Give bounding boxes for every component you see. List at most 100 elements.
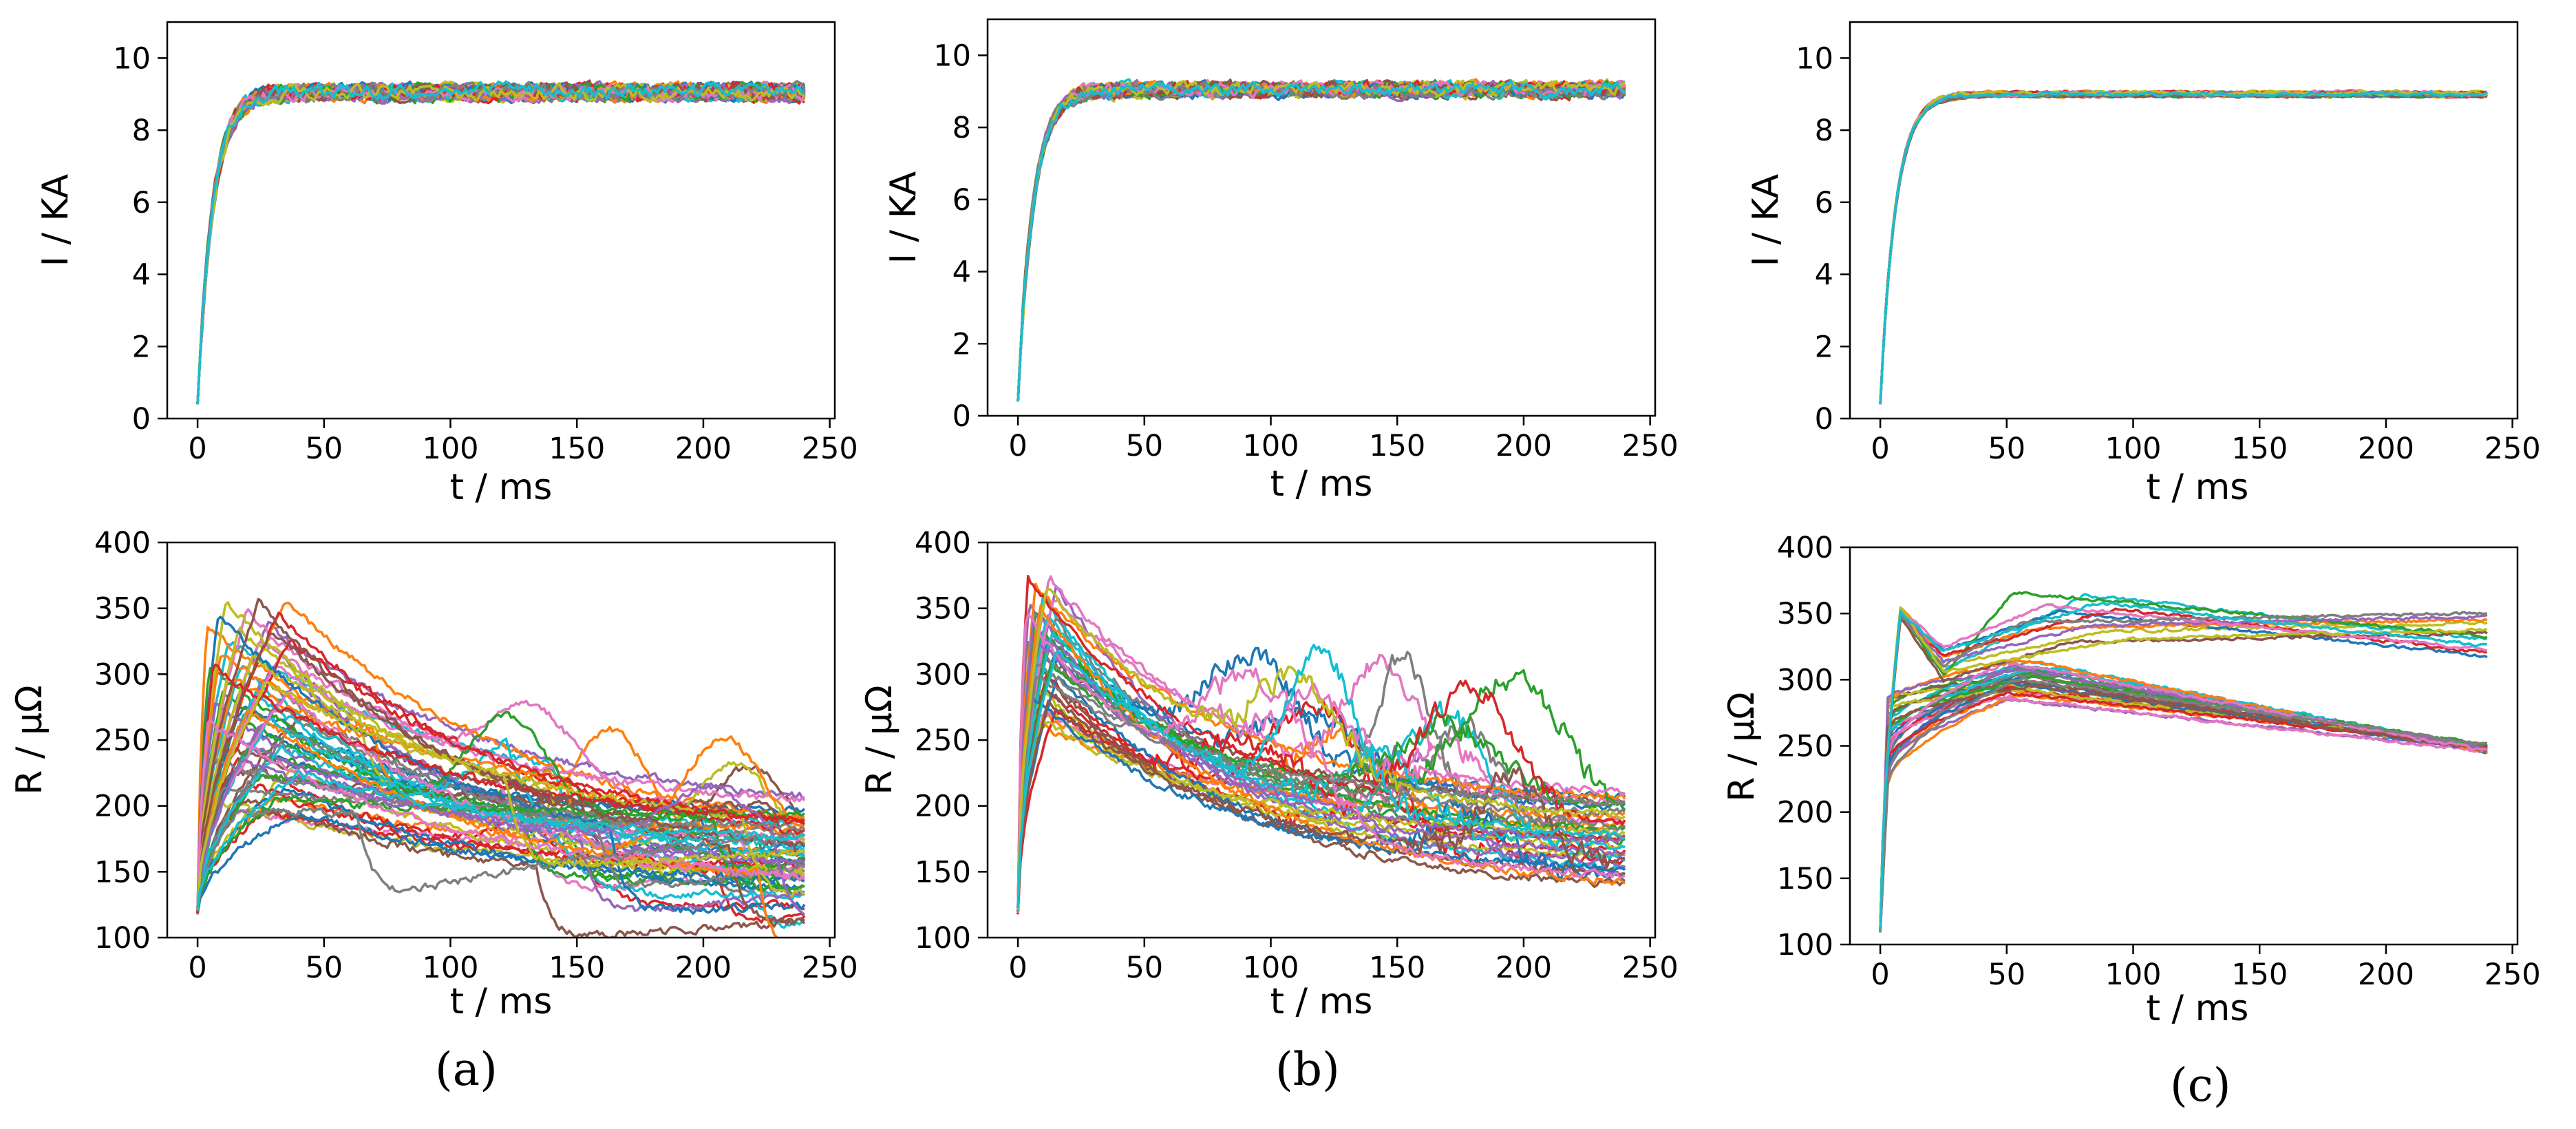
series-line-37 (1016, 613, 1626, 914)
series-line-19 (1016, 702, 1626, 914)
series-line-59 (196, 681, 806, 910)
series-line-30 (196, 690, 805, 911)
series-line-33 (1016, 664, 1626, 913)
series-line-27 (1016, 79, 1626, 402)
ticks-layer: 0 50 100 150 200 250 100 150 200 250 300 350 400 (915, 526, 1679, 985)
y-tick-label: 6 (132, 186, 151, 220)
series-line-36 (1016, 699, 1626, 915)
y-tick-label: 2 (952, 327, 971, 361)
ticks-layer: 0 50 100 150 200 250 100 150 200 250 300 350 400 (94, 526, 858, 985)
series-line-19 (1879, 687, 2488, 933)
series-line-33 (1879, 591, 2488, 931)
series-layer (1879, 591, 2488, 933)
series-line-4 (1016, 81, 1626, 402)
series-line-32 (1879, 89, 2488, 405)
y-tick-label: 10 (933, 39, 971, 73)
series-line-18 (196, 82, 806, 405)
series-line-53 (196, 81, 805, 405)
series-line-39 (1016, 80, 1626, 402)
x-tick-label: 250 (1622, 951, 1679, 985)
y-tick-label: 250 (915, 724, 971, 758)
series-line-11 (196, 81, 806, 405)
y-tick-label: 2 (1815, 330, 1833, 364)
series-line-56 (196, 81, 806, 405)
x-tick-label: 0 (188, 951, 206, 985)
series-line-9 (1879, 683, 2487, 931)
y-axis-title: R / μΩ (9, 685, 50, 795)
x-tick-label: 100 (1242, 951, 1299, 985)
series-line-6 (1879, 90, 2488, 405)
series-line-23 (1016, 81, 1626, 402)
series-line-2 (1879, 687, 2488, 932)
y-tick-label: 150 (915, 855, 971, 889)
series-line-4 (1879, 682, 2488, 931)
chart-c-resistance: 0 50 100 150 200 250 100 150 200 250 300 350 400 t /… (1721, 531, 2541, 1029)
series-line-37 (196, 664, 806, 909)
series-line-6 (1016, 80, 1626, 402)
x-tick-label: 0 (188, 432, 206, 466)
series-line-60 (196, 770, 805, 909)
series-line-18 (1016, 80, 1626, 402)
series-line-33 (196, 83, 806, 405)
y-tick-label: 8 (1815, 114, 1833, 148)
series-line-2 (1016, 79, 1626, 402)
series-line-8 (196, 82, 805, 405)
series-line-21 (1016, 79, 1626, 402)
series-line-14 (1879, 686, 2488, 932)
series-line-38 (1879, 91, 2488, 405)
series-line-60 (196, 80, 805, 405)
series-line-37 (1016, 79, 1626, 402)
x-tick-label: 0 (1008, 429, 1027, 463)
series-line-32 (196, 81, 806, 405)
series-line-49 (196, 83, 806, 405)
series-line-25 (196, 81, 806, 405)
x-tick-label: 250 (802, 432, 858, 466)
series-line-36 (1879, 92, 2487, 405)
series-line-26 (1879, 684, 2488, 931)
series-line-23 (196, 82, 806, 405)
series-line-11 (1879, 90, 2487, 405)
series-line-1 (1016, 81, 1626, 402)
x-tick-label: 150 (1369, 429, 1425, 463)
x-axis-title: t / ms (2147, 988, 2249, 1029)
series-line-7 (1879, 88, 2488, 405)
y-tick-label: 250 (1777, 730, 1833, 764)
series-line-40 (1879, 91, 2488, 405)
series-line-37 (1879, 603, 2488, 931)
y-tick-label: 4 (132, 258, 151, 293)
x-tick-label: 50 (1988, 958, 2025, 992)
series-line-3 (1879, 89, 2488, 405)
x-tick-label: 150 (2231, 958, 2288, 992)
axes-frame (1849, 21, 2519, 420)
series-line-45 (196, 730, 806, 913)
series-line-14 (1016, 694, 1626, 915)
series-line-24 (196, 81, 805, 405)
series-line-15 (1016, 81, 1626, 402)
series-line-30 (1879, 593, 2488, 931)
series-line-31 (1016, 694, 1626, 909)
series-line-18 (1879, 91, 2487, 405)
series-line-40 (196, 83, 805, 405)
x-tick-label: 0 (1871, 432, 1889, 466)
x-tick-label: 200 (2358, 432, 2414, 466)
x-tick-label: 150 (1369, 951, 1425, 985)
x-tick-label: 200 (675, 951, 732, 985)
series-line-10 (1016, 78, 1626, 402)
y-tick-label: 400 (94, 526, 151, 560)
x-axis-title: t / ms (450, 981, 553, 1022)
y-tick-label: 100 (94, 921, 151, 956)
series-line-42 (196, 80, 805, 405)
series-line-5 (1016, 78, 1626, 402)
series-line-42 (196, 678, 805, 910)
series-line-35 (1016, 641, 1626, 909)
series-line-34 (1016, 78, 1626, 402)
series-line-16 (1016, 79, 1626, 402)
series-line-9 (1879, 91, 2488, 405)
x-tick-label: 100 (2105, 432, 2161, 466)
series-line-24 (1879, 89, 2487, 405)
series-line-44 (196, 81, 806, 405)
x-tick-label: 250 (1622, 429, 1679, 463)
series-line-39 (1879, 89, 2488, 405)
series-line-37 (196, 83, 805, 405)
